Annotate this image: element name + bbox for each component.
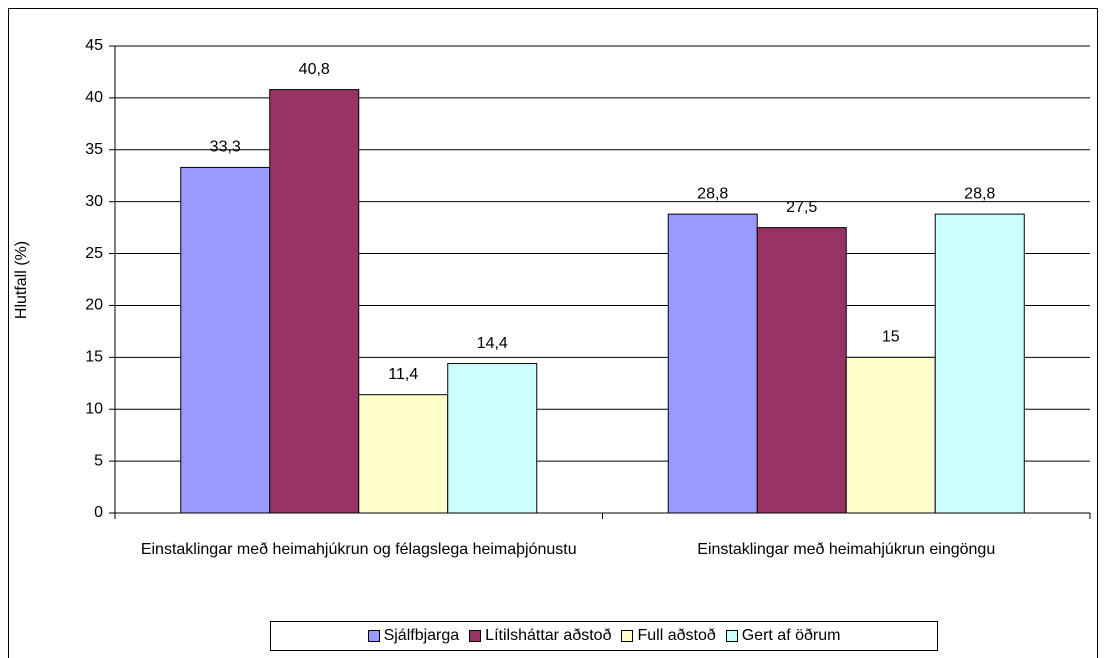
bar (756, 227, 847, 514)
data-label: 33,3 (210, 139, 241, 156)
data-label: 27,5 (786, 199, 817, 216)
y-tick-label: 40 (85, 89, 103, 106)
data-label: 15 (882, 329, 900, 346)
bar (667, 213, 758, 514)
y-tick-label: 45 (85, 37, 103, 54)
legend-label: Full aðstoð (637, 627, 716, 644)
y-tick-label: 25 (85, 245, 103, 262)
bar (845, 356, 936, 514)
y-tick-label: 0 (94, 504, 103, 521)
bar (934, 213, 1025, 514)
legend-item: Lítilsháttar aðstoð (469, 627, 611, 645)
y-axis-label: Hlutfall (%) (13, 241, 30, 319)
legend-swatch (469, 630, 482, 642)
y-tick-label: 20 (85, 297, 103, 314)
y-tick-label: 10 (85, 400, 103, 417)
data-label: 40,8 (299, 61, 330, 78)
bar (269, 89, 360, 514)
legend-swatch (367, 630, 380, 642)
data-label: 28,8 (697, 185, 728, 202)
legend-item: Gert af öðrum (725, 627, 841, 645)
y-tick-label: 5 (94, 452, 103, 469)
bar (358, 394, 449, 514)
legend-swatch (725, 630, 738, 642)
legend-label: Sjálfbjarga (383, 627, 460, 644)
y-tick-label: 35 (85, 141, 103, 158)
legend-swatch (621, 630, 634, 642)
data-label: 11,4 (388, 366, 418, 383)
x-tick-label: Einstaklingar með heimahjúkrun eingöngu (697, 541, 996, 558)
legend: Sjálfbjarga Lítilsháttar aðstoð Full aðsto… (270, 621, 938, 651)
legend-item: Sjálfbjarga (367, 627, 460, 645)
x-tick-label: Einstaklingar með heimahjúkrun og félags… (140, 541, 577, 558)
data-label: 28,8 (964, 185, 995, 202)
chart-frame (8, 8, 1098, 658)
data-label: 14,4 (477, 335, 508, 352)
y-tick-label: 15 (85, 349, 103, 366)
legend-label: Lítilsháttar aðstoð (485, 627, 612, 644)
bar (447, 363, 538, 514)
y-tick-label: 30 (85, 193, 103, 210)
legend-item: Full aðstoð (621, 627, 716, 645)
bar (180, 166, 271, 514)
legend-label: Gert af öðrum (741, 627, 841, 644)
